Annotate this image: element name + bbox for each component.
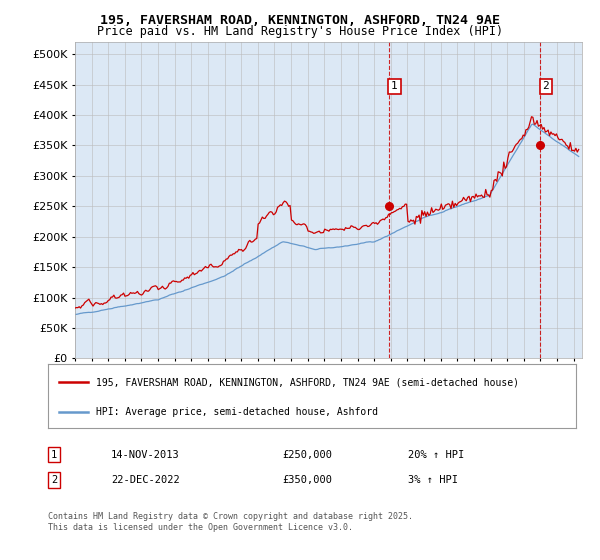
Text: Contains HM Land Registry data © Crown copyright and database right 2025.
This d: Contains HM Land Registry data © Crown c… — [48, 512, 413, 532]
Text: Price paid vs. HM Land Registry's House Price Index (HPI): Price paid vs. HM Land Registry's House … — [97, 25, 503, 38]
Text: 20% ↑ HPI: 20% ↑ HPI — [408, 450, 464, 460]
Text: £250,000: £250,000 — [282, 450, 332, 460]
Text: 2: 2 — [542, 81, 549, 91]
Text: HPI: Average price, semi-detached house, Ashford: HPI: Average price, semi-detached house,… — [95, 407, 377, 417]
Text: 3% ↑ HPI: 3% ↑ HPI — [408, 475, 458, 485]
Text: 195, FAVERSHAM ROAD, KENNINGTON, ASHFORD, TN24 9AE: 195, FAVERSHAM ROAD, KENNINGTON, ASHFORD… — [100, 14, 500, 27]
Text: 22-DEC-2022: 22-DEC-2022 — [111, 475, 180, 485]
Text: 195, FAVERSHAM ROAD, KENNINGTON, ASHFORD, TN24 9AE (semi-detached house): 195, FAVERSHAM ROAD, KENNINGTON, ASHFORD… — [95, 377, 518, 387]
Text: 14-NOV-2013: 14-NOV-2013 — [111, 450, 180, 460]
Text: 1: 1 — [51, 450, 57, 460]
Text: £350,000: £350,000 — [282, 475, 332, 485]
Text: 2: 2 — [51, 475, 57, 485]
Text: 1: 1 — [391, 81, 398, 91]
